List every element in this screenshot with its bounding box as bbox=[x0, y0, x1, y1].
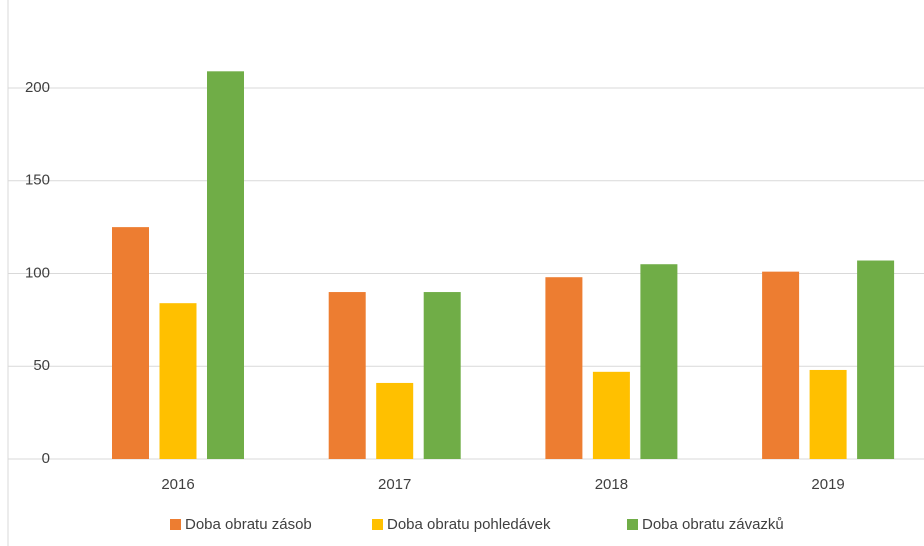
bar bbox=[112, 227, 149, 459]
legend-label: Doba obratu pohledávek bbox=[387, 516, 551, 533]
bar bbox=[159, 303, 197, 459]
bar bbox=[328, 292, 366, 459]
x-tick-label: 2019 bbox=[811, 476, 844, 493]
legend-swatch bbox=[372, 519, 383, 530]
bar bbox=[423, 292, 461, 459]
legend-swatch bbox=[170, 519, 181, 530]
legend-label: Doba obratu zásob bbox=[185, 516, 312, 533]
bar bbox=[809, 369, 847, 459]
legend-label: Doba obratu závazků bbox=[642, 516, 784, 533]
x-tick-label: 2018 bbox=[595, 476, 628, 493]
bar bbox=[376, 382, 414, 459]
y-tick-label: 150 bbox=[25, 172, 50, 189]
x-tick-label: 2016 bbox=[161, 476, 194, 493]
y-tick-label: 200 bbox=[25, 79, 50, 96]
bar bbox=[207, 71, 244, 460]
legend-swatch bbox=[627, 519, 638, 530]
y-tick-label: 50 bbox=[33, 357, 50, 374]
bar bbox=[857, 260, 895, 459]
bar bbox=[762, 271, 800, 459]
y-tick-label: 0 bbox=[42, 450, 50, 467]
x-tick-label: 2017 bbox=[378, 476, 411, 493]
bar bbox=[545, 277, 583, 459]
bar bbox=[592, 371, 630, 459]
y-tick-label: 100 bbox=[25, 264, 50, 281]
bar bbox=[640, 264, 678, 459]
